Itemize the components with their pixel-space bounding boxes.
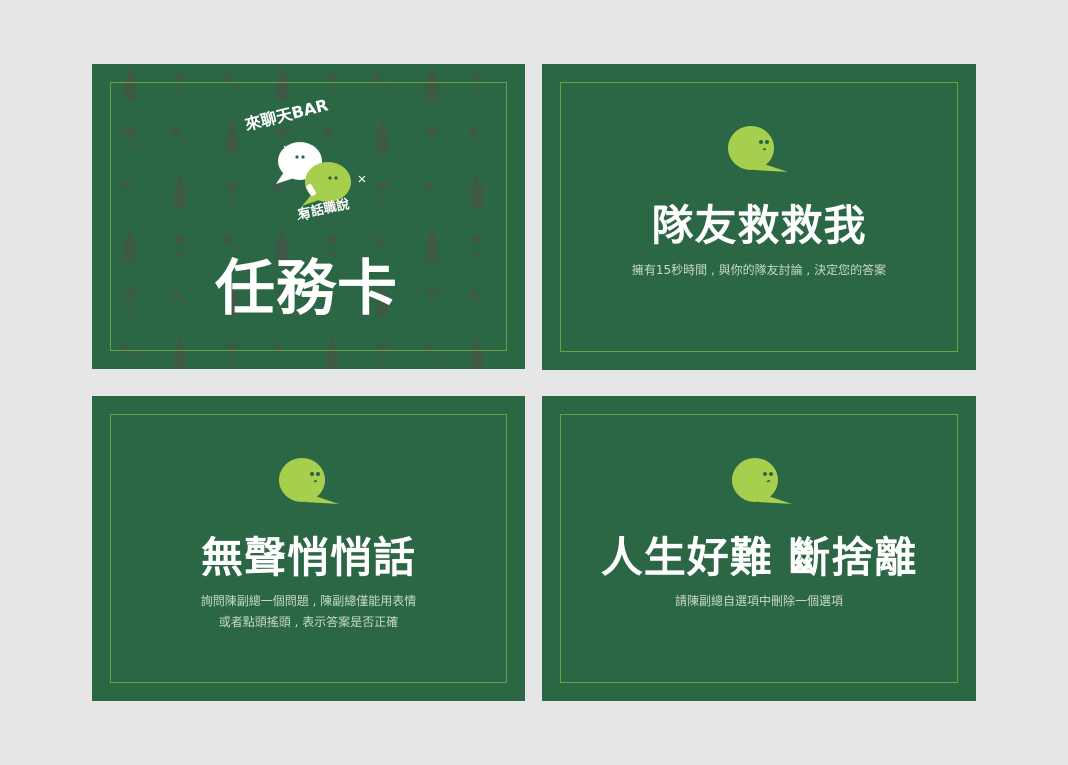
cover-card: 來聊天BAR 有話職說 任務卡	[92, 64, 525, 369]
cocktail-glass-icon	[424, 290, 440, 310]
bottle-icon	[276, 230, 288, 262]
card-title: 任務卡	[215, 254, 398, 324]
bottle-icon	[376, 284, 388, 316]
card-description-line: 擁有15秒時間 , 與你的隊友討論 , 決定您的答案	[631, 263, 887, 277]
bottle-icon	[226, 122, 238, 154]
straw-icon	[122, 182, 139, 199]
straw-icon	[424, 182, 441, 199]
bottle-icon	[124, 230, 136, 262]
bottle-icon	[471, 338, 483, 369]
card-frame	[110, 414, 507, 683]
bottle-icon	[226, 284, 238, 316]
card-title: 無聲悄悄話	[200, 533, 416, 582]
straw-icon	[172, 290, 189, 307]
bottle-icon	[376, 122, 388, 154]
card-frame	[560, 82, 958, 352]
card-frame	[110, 82, 507, 351]
straw-icon	[224, 236, 241, 253]
mission-card-declutter: 人生好難 斷捨離 請陳副總自選項中刪除一個選項	[542, 396, 976, 701]
speech-bubble-icon	[728, 126, 788, 172]
cocktail-glass-icon	[274, 128, 290, 148]
cocktail-glass-icon	[324, 236, 340, 256]
cocktail-glass-icon	[424, 128, 440, 148]
straw-icon	[324, 128, 341, 145]
straw-icon	[172, 128, 189, 145]
mission-card-teammate-help: 隊友救救我 擁有15秒時間 , 與你的隊友討論 , 決定您的答案	[542, 64, 976, 370]
straw-icon	[224, 74, 241, 91]
speech-bubble-icon	[732, 458, 792, 504]
cocktail-glass-icon	[122, 290, 138, 310]
speech-bubble-icon	[279, 458, 339, 504]
cocktail-glass-icon	[172, 74, 188, 94]
straw-icon	[374, 236, 391, 253]
cocktail-glass-icon	[374, 182, 390, 202]
bottle-icon	[426, 230, 438, 262]
bottle-icon	[326, 338, 338, 369]
straw-icon	[324, 290, 341, 307]
card-description-line: 或者點頭搖頭 , 表示答案是否正確	[218, 615, 399, 629]
bottle-icon	[174, 176, 186, 208]
cocktail-glass-icon	[324, 74, 340, 94]
card-title: 人生好難 斷捨離	[600, 533, 918, 582]
straw-icon	[469, 290, 486, 307]
cocktail-glass-icon	[469, 74, 485, 94]
cocktail-glass-icon	[172, 236, 188, 256]
cocktail-glass-icon	[374, 344, 390, 364]
card-description-line: 詢問陳副總一個問題 , 陳副總僅能用表情	[200, 594, 417, 608]
card-frame	[560, 414, 958, 683]
cocktail-glass-icon	[122, 128, 138, 148]
straw-icon	[374, 74, 391, 91]
cocktail-glass-icon	[224, 182, 240, 202]
card-title: 隊友救救我	[651, 201, 867, 250]
chat-bubbles-logo-icon	[276, 142, 366, 221]
mission-card-silent-whisper: 無聲悄悄話 詢問陳副總一個問題 , 陳副總僅能用表情 或者點頭搖頭 , 表示答案…	[92, 396, 525, 701]
cocktail-glass-icon	[274, 290, 290, 310]
cocktail-glass-icon	[469, 236, 485, 256]
bottle-icon	[471, 176, 483, 208]
cocktail-glass-icon	[224, 344, 240, 364]
card-description-line: 請陳副總自選項中刪除一個選項	[674, 594, 843, 608]
bottle-icon	[174, 338, 186, 369]
straw-icon	[469, 128, 486, 145]
